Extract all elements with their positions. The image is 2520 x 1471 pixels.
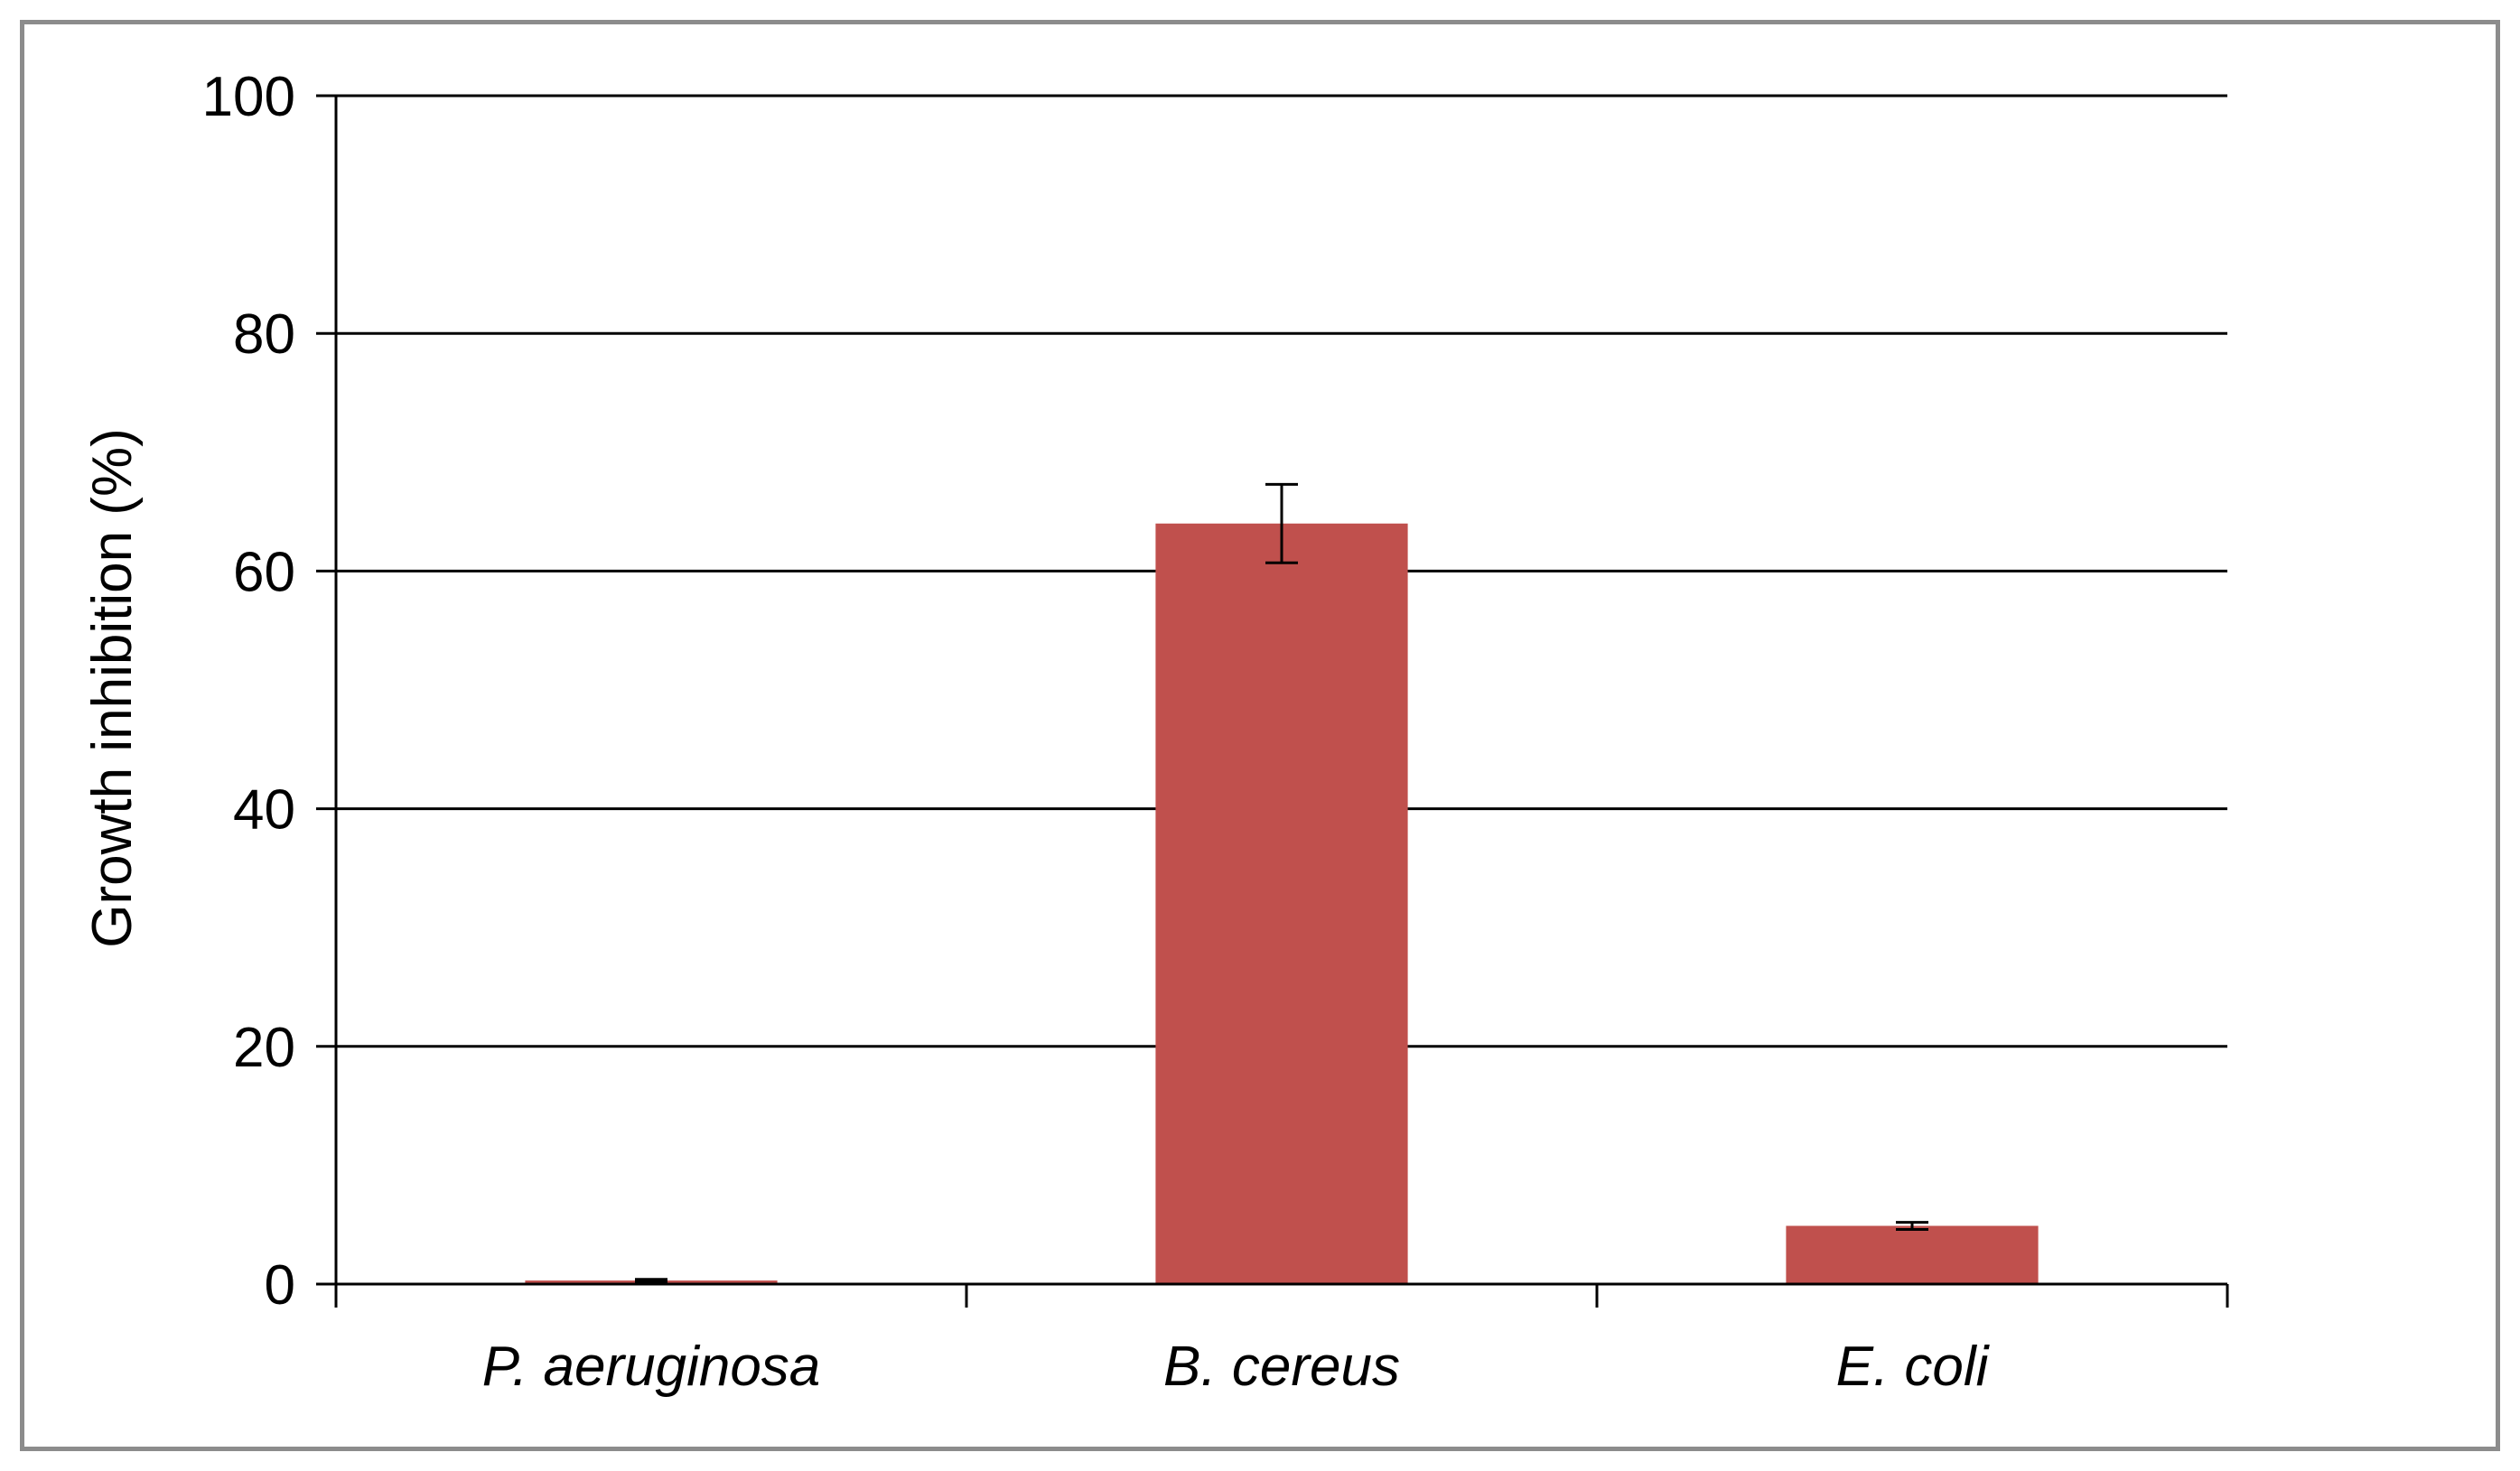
y-tick-label: 100 (202, 66, 295, 128)
bar (1786, 1225, 2039, 1284)
bar (1155, 523, 1408, 1284)
y-tick-label: 0 (265, 1254, 295, 1317)
axes (316, 94, 2229, 1308)
y-tick-label: 40 (233, 779, 295, 842)
x-category-label: P. aeruginosa (482, 1336, 821, 1398)
y-axis-title: Growth inhibition (%) (81, 428, 144, 947)
y-tick-label: 20 (233, 1017, 295, 1079)
y-tick-label: 60 (233, 541, 295, 603)
bars (525, 523, 2039, 1284)
y-tick-labels: 0 20 40 60 80 100 (202, 66, 295, 1317)
x-category-label: E. coli (1836, 1336, 1991, 1398)
y-tick-label: 80 (233, 303, 295, 366)
x-category-labels: P. aeruginosa B. cereus E. coli (482, 1336, 1991, 1398)
error-bars (635, 482, 1928, 1283)
x-category-label: B. cereus (1163, 1336, 1400, 1398)
